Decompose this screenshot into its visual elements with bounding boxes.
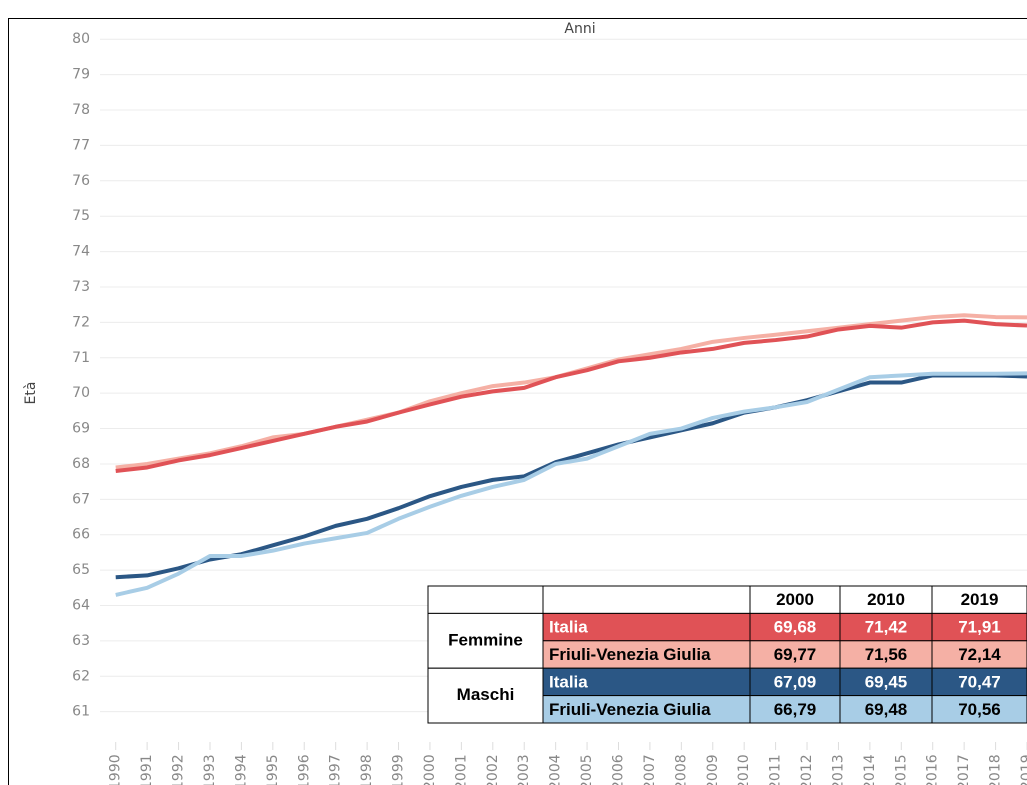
y-tick-label: 67 [72, 491, 90, 507]
x-tick-label: 2005 [579, 754, 595, 785]
x-tick-label: 2002 [485, 754, 501, 785]
cell-value: 71,56 [865, 645, 908, 664]
cell-value: 72,14 [958, 645, 1001, 664]
x-tick-label: 2017 [956, 754, 972, 785]
cell-value: 69,45 [865, 672, 908, 691]
value-cell [749, 640, 841, 669]
column-header: 2010 [867, 590, 905, 609]
x-tick-label: 2014 [862, 754, 878, 785]
table-header-cell [427, 585, 751, 614]
x-tick-label: 1995 [265, 754, 281, 785]
x-tick-label: 2012 [799, 754, 815, 785]
y-tick-label: 70 [72, 385, 90, 401]
value-cell [931, 612, 1027, 642]
cell-value: 70,47 [958, 672, 1001, 691]
value-cell [749, 612, 841, 642]
row-label-cell [542, 695, 751, 724]
x-tick-label: 1992 [171, 754, 187, 785]
row-label: Friuli-Venezia Giulia [549, 645, 711, 664]
row-label: Italia [549, 672, 588, 691]
value-cell [931, 695, 1027, 724]
y-tick-label: 72 [72, 314, 90, 330]
y-tick-label: 76 [72, 173, 90, 189]
x-tick-label: 1991 [139, 754, 155, 785]
row-label: Italia [549, 618, 588, 637]
value-cell [931, 667, 1027, 697]
x-tick-label: 2016 [925, 754, 941, 785]
x-tick-label: 2011 [768, 754, 784, 785]
y-tick-label: 74 [72, 244, 90, 260]
cell-value: 69,68 [774, 618, 817, 637]
y-tick-label: 78 [72, 102, 90, 118]
y-tick-label: 65 [72, 562, 90, 578]
series-line [115, 318, 1027, 474]
y-tick-label: 64 [72, 598, 90, 614]
group-cell [427, 667, 544, 724]
column-header: 2019 [961, 590, 999, 609]
series-line [115, 371, 1027, 597]
y-tick-label: 75 [72, 208, 90, 224]
x-tick-label: 2015 [893, 754, 909, 785]
row-label: Friuli-Venezia Giulia [549, 700, 711, 719]
x-tick-label: 1994 [233, 754, 249, 785]
cell-value: 70,56 [958, 700, 1001, 719]
cell-value: 69,48 [865, 700, 908, 719]
x-tick-label: 2007 [642, 754, 658, 785]
x-tick-label: 2003 [516, 754, 532, 785]
y-tick-label: 79 [72, 67, 90, 83]
table-header-cell [839, 585, 933, 614]
x-tick-label: 2008 [673, 754, 689, 785]
x-tick-label: 1997 [328, 754, 344, 785]
cell-value: 69,77 [774, 645, 817, 664]
value-cell [839, 667, 933, 697]
y-tick-label: 62 [72, 668, 90, 684]
y-tick-label: 80 [72, 31, 90, 47]
value-cell [749, 667, 841, 697]
y-tick-label: 66 [72, 527, 90, 543]
y-tick-label: 69 [72, 421, 90, 437]
y-tick-label: 68 [72, 456, 90, 472]
x-tick-label: 1996 [296, 754, 312, 785]
x-tick-label: 2000 [422, 754, 438, 785]
cell-value: 71,91 [958, 618, 1001, 637]
x-tick-label: 2010 [736, 754, 752, 785]
x-tick-label: 1999 [391, 754, 407, 785]
summary-table: 2000 2010 2019 Femmine Italia 69,68 71,42 71,91… [427, 585, 1027, 724]
y-tick-label: 71 [72, 350, 90, 366]
x-tick-label: 2001 [453, 754, 469, 785]
table-header-cell [749, 585, 841, 614]
cell-value: 67,09 [774, 672, 817, 691]
y-tick-label: 77 [72, 137, 90, 153]
series-line [115, 373, 1027, 580]
column-header: 2000 [776, 590, 814, 609]
x-tick-label: 1998 [359, 754, 375, 785]
cell-value: 66,79 [774, 700, 817, 719]
x-tick-label: 1990 [108, 754, 124, 785]
row-label-cell [542, 640, 751, 669]
cell-value: 71,42 [865, 618, 908, 637]
group-label: Femmine [448, 630, 523, 649]
x-tick-label: 2019 [1019, 754, 1027, 785]
y-tick-label: 63 [72, 633, 90, 649]
x-tick-label: 1993 [202, 754, 218, 785]
x-tick-label: 2013 [830, 754, 846, 785]
y-axis-title: Età [23, 382, 39, 405]
x-tick-label: 2009 [705, 754, 721, 785]
x-tick-label: 2018 [988, 754, 1004, 785]
row-label-cell [542, 667, 751, 697]
x-axis-title: Anni [564, 21, 595, 37]
group-label: Maschi [457, 685, 515, 704]
y-tick-label: 73 [72, 279, 90, 295]
x-tick-label: 2004 [548, 754, 564, 785]
y-tick-label: 61 [72, 704, 90, 720]
row-label-cell [542, 612, 751, 642]
x-tick-label: 2006 [610, 754, 626, 785]
